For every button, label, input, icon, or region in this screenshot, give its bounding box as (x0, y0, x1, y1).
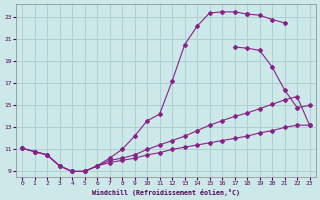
X-axis label: Windchill (Refroidissement éolien,°C): Windchill (Refroidissement éolien,°C) (92, 189, 240, 196)
